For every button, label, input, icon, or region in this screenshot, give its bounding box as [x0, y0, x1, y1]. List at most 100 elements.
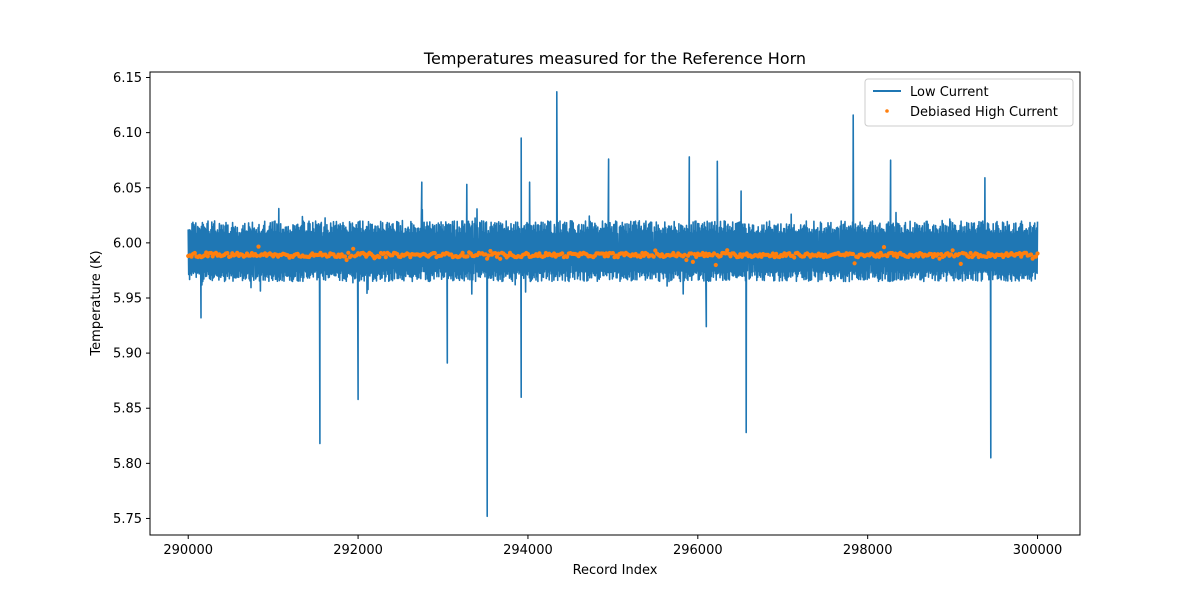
plot-area [186, 91, 1040, 518]
scatter-point [485, 256, 490, 261]
scatter-point [602, 254, 607, 259]
scatter-point [542, 254, 547, 259]
y-tick-label: 6.05 [113, 181, 142, 196]
scatter-point [382, 251, 387, 256]
x-axis: 290000 292000 294000 296000 298000 300000 [163, 535, 1062, 558]
series-scatter-debiased-high-current [186, 244, 1040, 268]
scatter-point [349, 253, 354, 258]
scatter-point [552, 251, 557, 256]
scatter-point [560, 251, 565, 256]
scatter-point [209, 250, 214, 256]
legend-dot-marker [885, 109, 889, 113]
scatter-point [204, 250, 209, 255]
scatter-point [351, 246, 356, 251]
scatter-point [713, 262, 718, 268]
legend: Low Current Debiased High Current [864, 78, 1074, 127]
scatter-point [493, 251, 498, 256]
scatter-point [494, 254, 499, 259]
legend-label-low-current: Low Current [910, 85, 989, 100]
scatter-point [1017, 251, 1022, 256]
scatter-point [893, 251, 898, 256]
scatter-point [342, 254, 348, 259]
scatter-point [689, 251, 694, 256]
scatter-point [966, 254, 972, 260]
scatter-point [690, 259, 696, 264]
scatter-point [684, 257, 689, 263]
scatter-point [432, 251, 437, 256]
scatter-point [950, 248, 955, 253]
y-tick-label: 6.10 [113, 126, 142, 141]
x-tick-label: 292000 [333, 543, 383, 558]
scatter-point [880, 253, 885, 258]
scatter-point [610, 251, 616, 256]
scatter-point [770, 251, 776, 256]
plot-frame [149, 71, 1081, 536]
scatter-point [723, 251, 728, 256]
scatter-point [638, 254, 643, 260]
scatter-point [344, 257, 349, 263]
scatter-point [483, 252, 488, 257]
scatter-point [460, 250, 465, 255]
scatter-point [881, 245, 887, 250]
y-axis: 5.75 5.80 5.85 5.90 5.95 6.00 6.05 6.10 6.15 [113, 71, 150, 527]
legend-box [864, 78, 1074, 127]
x-axis-label: Record Index [573, 563, 658, 578]
legend-label-debiased-high-current: Debiased High Current [910, 105, 1058, 120]
scatter-point [254, 253, 259, 258]
scatter-point [605, 254, 611, 259]
scatter-point [192, 250, 197, 256]
scatter-point [694, 254, 699, 259]
scatter-point [383, 255, 388, 260]
x-tick-label: 298000 [843, 543, 893, 558]
y-tick-label: 6.15 [113, 71, 142, 86]
scatter-point [725, 248, 730, 253]
x-tick-label: 296000 [673, 543, 723, 558]
x-tick-label: 290000 [163, 543, 213, 558]
scatter-point [700, 250, 705, 256]
chart-title: Temperatures measured for the Reference … [423, 49, 806, 68]
scatter-point [792, 255, 797, 260]
scatter-point [377, 255, 382, 260]
series-line-low-current [187, 91, 1039, 518]
scatter-point [256, 244, 261, 249]
scatter-point [651, 254, 656, 259]
scatter-point [948, 252, 954, 257]
scatter-point [1035, 251, 1040, 256]
scatter-point [488, 248, 493, 254]
scatter-point [225, 251, 230, 256]
y-tick-label: 5.85 [113, 402, 142, 417]
scatter-point [937, 256, 942, 261]
scatter-point [1028, 252, 1034, 257]
x-tick-label: 294000 [503, 543, 553, 558]
scatter-point [205, 254, 210, 259]
y-tick-label: 6.00 [113, 236, 142, 251]
y-tick-label: 5.75 [113, 512, 142, 527]
scatter-point [958, 261, 963, 266]
x-tick-label: 300000 [1013, 543, 1063, 558]
y-tick-label: 5.90 [113, 347, 142, 362]
scatter-point [653, 248, 658, 253]
scatter-point [916, 254, 921, 259]
scatter-point [772, 255, 777, 260]
scatter-point [957, 251, 962, 257]
scatter-point [850, 251, 856, 257]
scatter-point [465, 254, 470, 259]
scatter-point [498, 256, 503, 261]
y-tick-label: 5.80 [113, 457, 142, 472]
scatter-point [852, 261, 857, 266]
y-axis-label: Temperature (K) [89, 250, 104, 356]
scatter-point [346, 250, 351, 255]
scatter-point [565, 254, 570, 259]
scatter-point [1033, 254, 1038, 259]
scatter-point [984, 254, 990, 259]
scatter-point [935, 252, 941, 257]
scatter-point [486, 253, 491, 258]
scatter-point [968, 250, 973, 256]
scatter-point [877, 254, 882, 259]
scatter-point [496, 251, 501, 256]
scatter-point [228, 254, 233, 259]
y-tick-label: 5.95 [113, 291, 142, 306]
scatter-point [682, 252, 687, 257]
scatter-point [712, 251, 717, 256]
